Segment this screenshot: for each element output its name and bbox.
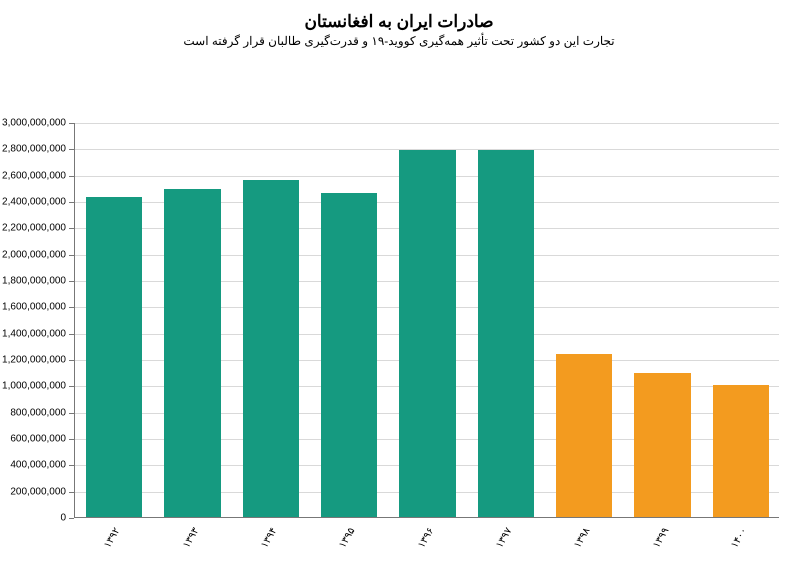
y-tick-label: 2,800,000,000 [0,144,67,155]
x-tick-label: ۱۳۹۶ [417,526,437,550]
y-tick-label: 400,000,000 [0,460,67,471]
y-tick-label: 2,400,000,000 [0,197,67,208]
x-tick-label: ۱۳۹۳ [182,526,202,550]
y-tick-label: 1,400,000,000 [0,328,67,339]
grid-line [76,123,780,124]
y-tick-mark [70,413,75,414]
y-tick-label: 1,000,000,000 [0,381,67,392]
bar [165,189,221,517]
y-tick-label: 0 [0,513,67,524]
x-tick-label: ۱۳۹۲ [103,526,123,550]
y-tick-mark [70,123,75,124]
y-tick-label: 2,000,000,000 [0,249,67,260]
chart-subtitle: تجارت این دو کشور تحت تأثیر همه‌گیری کوو… [10,34,790,48]
y-tick-label: 3,000,000,000 [0,118,67,129]
y-tick-mark [70,492,75,493]
bar [479,150,535,517]
y-tick-mark [70,255,75,256]
y-tick-mark [70,176,75,177]
y-tick-mark [70,281,75,282]
bar [244,180,300,517]
y-tick-label: 2,200,000,000 [0,223,67,234]
x-tick-label: ۱۳۹۸ [573,526,593,550]
y-tick-mark [70,518,75,519]
bar [322,193,378,517]
x-tick-label: ۱۳۹۴ [260,526,280,550]
y-tick-label: 1,800,000,000 [0,276,67,287]
y-tick-label: 1,600,000,000 [0,302,67,313]
y-tick-label: 2,600,000,000 [0,170,67,181]
y-tick-mark [70,439,75,440]
y-tick-label: 600,000,000 [0,434,67,445]
y-tick-mark [70,360,75,361]
bar [400,150,456,517]
x-tick-label: ۱۳۹۹ [652,526,672,550]
bar-chart: 0 200,000,000 400,000,000 600,000,000 800,00… [0,58,790,578]
bar [714,385,770,517]
y-tick-mark [70,386,75,387]
y-tick-label: 1,200,000,000 [0,355,67,366]
y-tick-mark [70,307,75,308]
x-tick-label: ۱۳۹۵ [338,526,358,550]
bar [557,354,613,517]
y-tick-mark [70,149,75,150]
plot-area [75,123,780,518]
y-tick-mark [70,465,75,466]
bar [635,373,691,517]
y-tick-label: 200,000,000 [0,486,67,497]
y-tick-mark [70,334,75,335]
chart-title: صادرات ایران به افغانستان [10,12,790,32]
y-tick-mark [70,202,75,203]
x-tick-label: ۱۳۹۷ [495,526,515,550]
bar [87,197,143,517]
x-tick-label: ۱۴۰۰ [730,526,750,550]
y-tick-label: 800,000,000 [0,407,67,418]
y-tick-mark [70,228,75,229]
